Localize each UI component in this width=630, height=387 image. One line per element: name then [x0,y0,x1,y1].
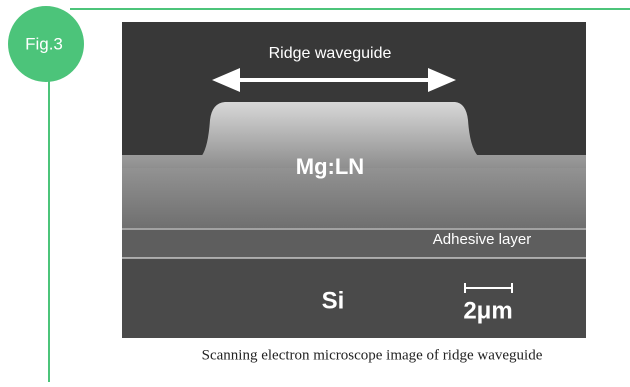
figure-caption: Scanning electron microscope image of ri… [202,347,543,363]
adhesive-label: Adhesive layer [433,231,531,248]
sem-image [122,22,586,338]
ridge-label: Ridge waveguide [269,45,392,62]
page: Fig.3 Ridge waveguide Mg:LN Adhesive lay… [0,0,630,382]
substrate-label: Si [322,287,345,314]
core-label: Mg:LN [296,154,364,179]
figure-label: Fig.3 [25,34,63,53]
scale-label: 2μm [463,297,512,324]
